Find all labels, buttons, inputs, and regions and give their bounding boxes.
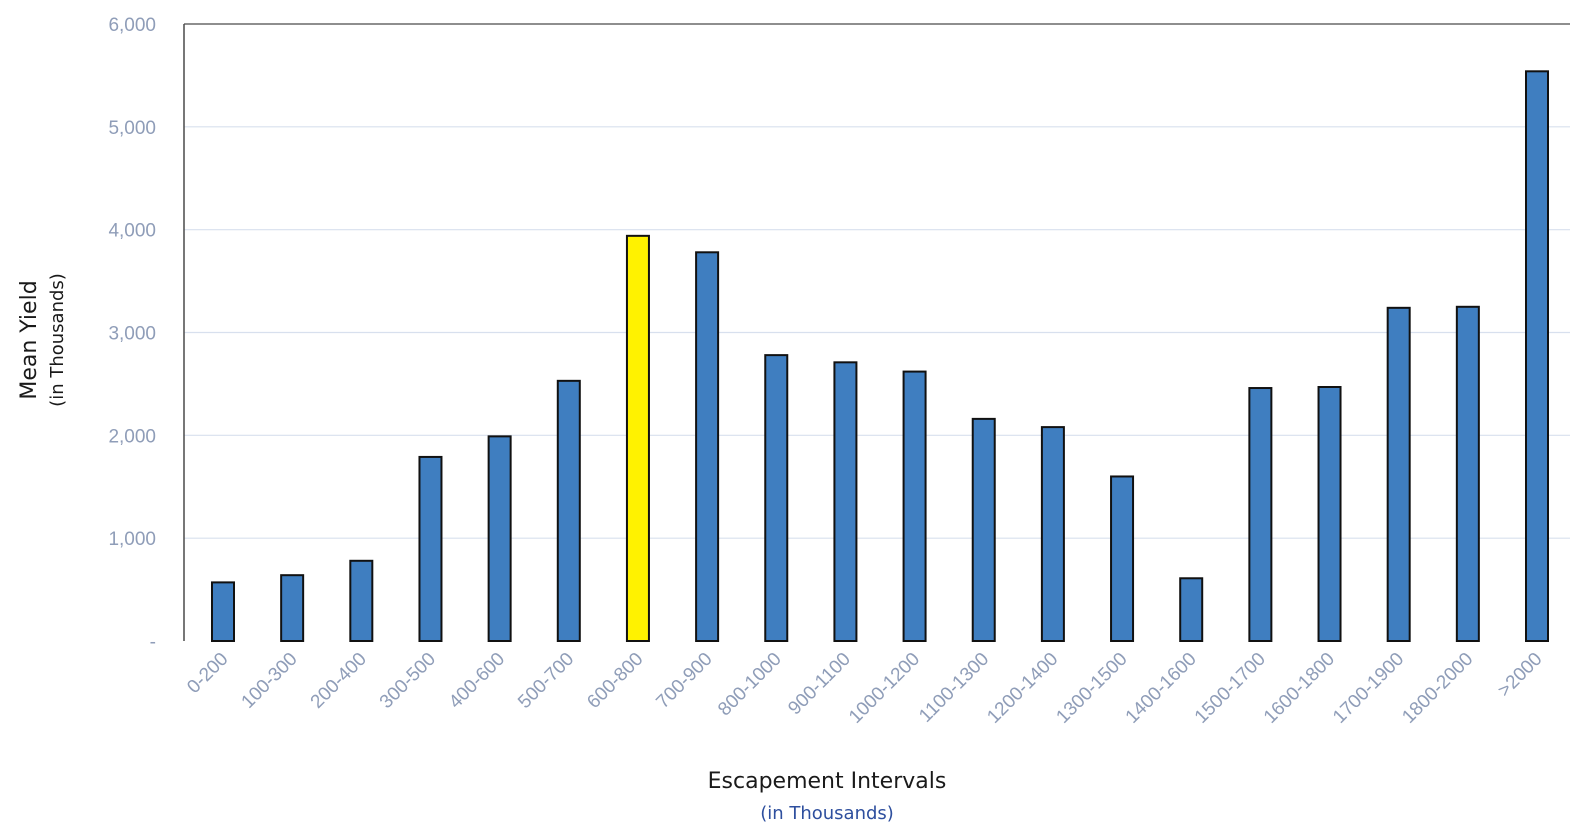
bar-gt2000	[1525, 70, 1549, 642]
y-axis-subtitle: (in Thousands)	[47, 273, 68, 407]
x-tick-label: 100-300	[238, 649, 302, 713]
bar-700-900	[695, 251, 720, 642]
y-tick-label: 6,000	[108, 15, 156, 36]
x-tick-label: 1200-1400	[983, 649, 1062, 728]
y-tick-label: 4,000	[108, 221, 156, 242]
bar-1000-1200	[902, 370, 927, 642]
bar-600-800	[625, 234, 650, 642]
x-axis-title: Escapement Intervals	[708, 769, 947, 794]
y-tick-label: 1,000	[108, 529, 156, 550]
x-tick-label: 700-900	[652, 649, 716, 713]
x-tick-label: 1400-1600	[1122, 649, 1201, 728]
bar-200-400	[349, 559, 374, 642]
x-tick-label: 1600-1800	[1260, 649, 1339, 728]
bars	[211, 70, 1549, 643]
bar-1700-1900	[1386, 306, 1411, 642]
x-tick-label: 0-200	[183, 649, 232, 698]
y-tick-label: 2,000	[108, 426, 156, 447]
x-tick-label: 1300-1500	[1052, 649, 1131, 728]
x-tick-label: 1500-1700	[1191, 649, 1270, 728]
x-tick-label: 1100-1300	[915, 649, 993, 727]
x-tick-label: 400-600	[445, 649, 509, 713]
bar-1600-1800	[1317, 386, 1342, 643]
bar-1800-2000	[1455, 305, 1480, 642]
bar-1200-1400	[1040, 426, 1065, 642]
bar-1100-1300	[971, 417, 996, 642]
bar-1500-1700	[1248, 387, 1273, 642]
x-tick-label: 500-700	[514, 649, 578, 713]
x-tick-label: 1000-1200	[845, 649, 924, 728]
x-tick-label: 300-500	[376, 649, 440, 713]
x-tick-label: 900-1100	[784, 649, 855, 720]
bar-900-1100	[833, 361, 858, 642]
x-tick-label: 1700-1900	[1329, 649, 1408, 728]
x-tick-labels: 0-200 100-300 200-400 300-500 400-600 500-700…	[183, 649, 1546, 728]
x-tick-label: 800-1000	[714, 649, 786, 721]
bar-300-500	[418, 455, 443, 643]
y-axis-title: Mean Yield	[17, 280, 42, 399]
bar-500-700	[556, 379, 581, 642]
bar-800-1000	[764, 354, 789, 642]
x-tick-label: 1800-2000	[1398, 649, 1477, 728]
x-tick-label: >2000	[1494, 649, 1547, 702]
bar-1400-1600	[1179, 577, 1204, 642]
bar-0-200	[211, 581, 235, 643]
y-tick-label: -	[150, 632, 156, 653]
x-tick-label: 600-800	[583, 649, 647, 713]
x-axis-subtitle: (in Thousands)	[760, 803, 894, 824]
y-tick-label: 3,000	[108, 324, 156, 345]
bar-400-600	[487, 435, 512, 642]
y-tick-label: 5,000	[108, 118, 156, 139]
bar-100-300	[280, 574, 305, 642]
x-tick-label: 200-400	[307, 649, 371, 713]
y-tick-labels: - 1,000 2,000 3,000 4,000 5,000 6,000	[108, 15, 156, 653]
bar-1300-1500	[1110, 475, 1135, 643]
grid-lines	[184, 23, 1570, 539]
